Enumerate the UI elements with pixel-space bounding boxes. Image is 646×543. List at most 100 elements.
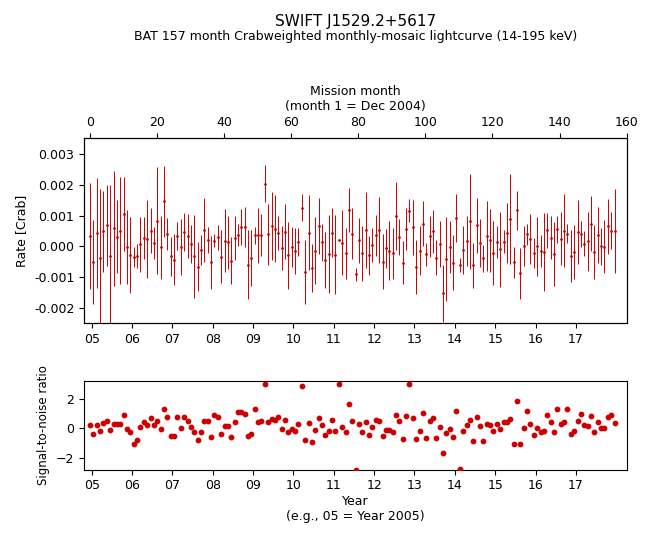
Point xyxy=(122,424,132,433)
Point xyxy=(603,413,613,422)
Point xyxy=(397,435,408,444)
Point xyxy=(360,418,371,426)
Point xyxy=(505,415,516,424)
Point xyxy=(424,417,435,426)
Point xyxy=(344,400,354,408)
Point xyxy=(495,425,505,434)
Point xyxy=(374,416,384,425)
Point xyxy=(492,420,502,429)
Point xyxy=(536,428,546,437)
Point xyxy=(162,412,172,421)
Point xyxy=(95,426,105,435)
Point xyxy=(512,396,522,405)
Point xyxy=(528,431,539,439)
Point xyxy=(606,411,616,420)
Point xyxy=(542,410,552,419)
Point xyxy=(179,413,189,422)
Point xyxy=(203,417,213,426)
Point xyxy=(452,407,462,415)
Point xyxy=(293,419,304,428)
Point xyxy=(333,380,344,388)
Point xyxy=(229,418,240,427)
Text: SWIFT J1529.2+5617: SWIFT J1529.2+5617 xyxy=(275,14,436,29)
Point xyxy=(149,421,159,430)
Point xyxy=(516,439,526,448)
Y-axis label: Signal-to-noise ratio: Signal-to-noise ratio xyxy=(37,365,50,485)
Point xyxy=(408,414,418,422)
Point xyxy=(414,427,424,435)
Point xyxy=(599,424,610,433)
Point xyxy=(240,410,250,419)
Point xyxy=(246,430,256,439)
Text: BAT 157 month Crabweighted monthly-mosaic lightcurve (14-195 keV): BAT 157 month Crabweighted monthly-mosai… xyxy=(134,30,577,43)
Point xyxy=(223,422,233,431)
Point xyxy=(290,427,300,435)
Point xyxy=(401,412,412,420)
Point xyxy=(159,405,169,414)
Point xyxy=(243,432,253,440)
Point xyxy=(152,417,162,426)
Point xyxy=(377,432,388,441)
Point xyxy=(552,405,563,414)
Point xyxy=(539,426,549,435)
Point xyxy=(448,433,458,441)
Point xyxy=(118,411,129,420)
Point xyxy=(263,418,273,427)
Point xyxy=(508,439,519,448)
Point xyxy=(458,426,468,435)
Point xyxy=(196,428,206,437)
Point xyxy=(156,425,166,433)
Point xyxy=(589,427,599,436)
Point xyxy=(464,416,475,425)
Point xyxy=(569,427,579,435)
Point xyxy=(220,421,230,430)
Point xyxy=(371,416,381,425)
Point xyxy=(549,427,559,436)
Point xyxy=(273,413,284,421)
Point xyxy=(545,418,556,427)
Point xyxy=(125,427,136,436)
Point xyxy=(455,464,465,473)
Y-axis label: Rate [Crab]: Rate [Crab] xyxy=(16,195,28,267)
Point xyxy=(354,420,364,429)
Point xyxy=(394,416,404,425)
Point xyxy=(105,426,116,434)
Point xyxy=(89,430,99,438)
Point xyxy=(586,412,596,420)
Point xyxy=(435,422,445,431)
Point xyxy=(572,417,583,426)
Point xyxy=(566,430,576,438)
Point xyxy=(270,416,280,425)
Point xyxy=(85,421,95,430)
Point xyxy=(468,436,479,445)
Point xyxy=(556,420,566,428)
Point xyxy=(112,420,122,429)
Point xyxy=(418,409,428,418)
Point xyxy=(186,422,196,431)
Point xyxy=(357,428,368,437)
Point xyxy=(176,424,186,433)
Point xyxy=(324,427,334,435)
Point xyxy=(283,428,293,437)
Point xyxy=(142,421,152,430)
Point xyxy=(384,426,395,435)
Point xyxy=(576,410,586,419)
Point xyxy=(404,380,415,388)
Point xyxy=(532,424,543,433)
Point xyxy=(145,414,156,422)
Point xyxy=(172,413,183,421)
Point xyxy=(609,419,620,427)
Point xyxy=(266,415,276,424)
Point xyxy=(132,435,142,444)
Point xyxy=(320,431,331,440)
Point xyxy=(256,416,267,425)
X-axis label: Mission month
(month 1 = Dec 2004): Mission month (month 1 = Dec 2004) xyxy=(285,85,426,113)
Point xyxy=(592,418,603,426)
Point xyxy=(485,421,495,430)
Point xyxy=(317,421,327,430)
Point xyxy=(115,420,125,428)
X-axis label: Year
(e.g., 05 = Year 2005): Year (e.g., 05 = Year 2005) xyxy=(286,495,424,523)
Point xyxy=(101,416,112,425)
Point xyxy=(189,427,200,436)
Point xyxy=(438,449,448,457)
